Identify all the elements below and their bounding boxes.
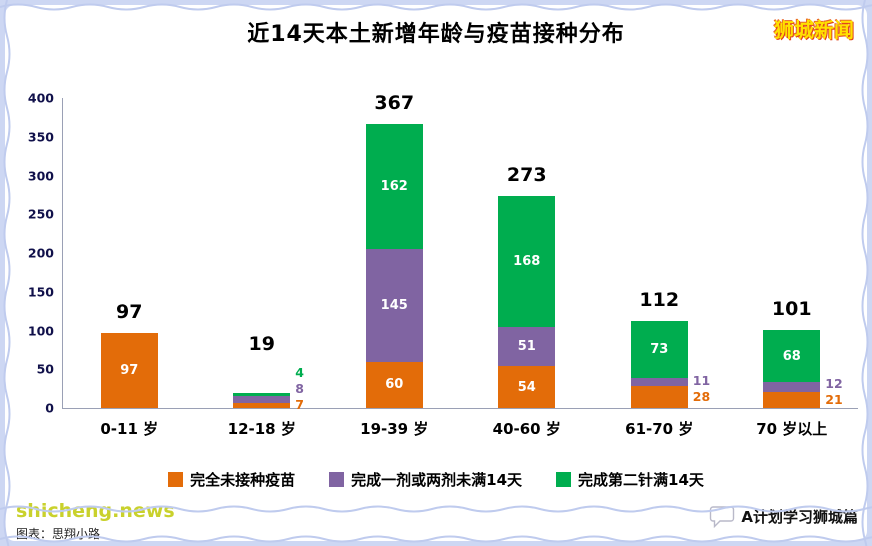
- chart-title: 近14天本土新增年龄与疫苗接种分布: [247, 22, 625, 47]
- bar-total-label: 273: [506, 164, 547, 187]
- bar-segment: [630, 386, 688, 408]
- stacked-bar: 54 51 168 273: [498, 164, 556, 408]
- bar-segment: 168: [498, 196, 556, 327]
- y-tick-150: 150: [27, 284, 54, 300]
- stacked-bar: 7 8 4 19: [233, 333, 304, 412]
- page-background: [5, 5, 867, 541]
- x-axis-label: 12-18 岁: [227, 420, 296, 438]
- bar-segment: 60: [365, 361, 423, 408]
- x-axis-label: 0-11 岁: [100, 420, 159, 438]
- bar-segment: 73: [630, 321, 688, 378]
- bar-segment: 162: [365, 123, 423, 250]
- segment-value-label: 162: [380, 178, 408, 194]
- plot-area: 97 97 0-11 岁 7 8 4 19 12-18 岁 60 145 162 367 19-39 岁…: [62, 92, 859, 438]
- segment-value-label: 60: [385, 377, 404, 393]
- bar-segment: 51: [498, 326, 556, 367]
- x-axis-label: 61-70 岁: [625, 420, 694, 438]
- stacked-bar: 73 28 11 112: [630, 289, 710, 408]
- segment-value-label-outside: 8: [295, 381, 304, 397]
- bar-segment: [763, 382, 821, 392]
- x-axis-label: 40-60 岁: [492, 420, 561, 438]
- legend-label: 完全未接种疫苗: [190, 471, 296, 489]
- segment-value-label: 168: [513, 254, 541, 270]
- segment-value-label-outside: 28: [692, 389, 711, 405]
- legend-swatch: [556, 472, 572, 487]
- segment-value-label-outside: 4: [295, 365, 304, 381]
- category-column-3: 54 51 168 273 40-60 岁: [461, 98, 594, 438]
- footer-right: A计划学习狮城篇: [709, 505, 858, 528]
- bar-segment: [233, 402, 291, 408]
- segment-value-label: 97: [120, 362, 139, 378]
- y-tick-50: 50: [36, 361, 54, 377]
- segment-value-label: 145: [380, 297, 408, 313]
- bar-segment: 97: [100, 332, 158, 408]
- chat-bubble-icon: [710, 506, 735, 528]
- chart-credit: 图表：思翔小路: [16, 527, 101, 541]
- site-watermark: shicheng.news: [16, 500, 175, 522]
- segment-value-label: 68: [782, 348, 801, 364]
- legend-label: 完成第二针满14天: [578, 471, 704, 489]
- segment-value-label-outside: 21: [825, 391, 843, 407]
- y-tick-200: 200: [27, 245, 54, 261]
- segment-value-label: 54: [517, 379, 536, 395]
- footer-left: shicheng.news 图表：思翔小路: [16, 500, 175, 542]
- bar-total-label: 19: [248, 333, 275, 356]
- channel-name: A计划学习狮城篇: [741, 508, 858, 526]
- segment-value-label: 51: [517, 338, 536, 354]
- category-column-2: 60 145 162 367 19-39 岁: [328, 92, 461, 438]
- x-axis-label: 19-39 岁: [360, 420, 429, 438]
- bar-total-label: 367: [374, 91, 415, 114]
- bar-segment: 54: [498, 366, 556, 408]
- category-column-5: 68 21 12 101 70 岁以上: [726, 98, 859, 438]
- legend-label: 完成一剂或两剂未满14天: [351, 471, 523, 489]
- bar-total-label: 112: [639, 289, 680, 312]
- segment-value-label-outside: 11: [692, 373, 711, 389]
- y-tick-100: 100: [27, 323, 54, 338]
- legend-item-1: 完成一剂或两剂未满14天: [329, 469, 522, 490]
- stacked-bar: 68 21 12 101: [763, 298, 843, 408]
- bar-segment: [630, 377, 688, 387]
- stacked-bar: 60 145 162 367: [365, 92, 423, 408]
- legend-item-2: 完成第二针满14天: [556, 469, 704, 490]
- bar-segment: 68: [763, 329, 821, 383]
- bar-segment: [233, 396, 291, 403]
- bar-segment: 145: [365, 249, 423, 362]
- bar-segment: [763, 391, 821, 408]
- bar-segment: [233, 393, 291, 397]
- y-axis: 0 50 100 150 200 250 300 350 400: [14, 91, 62, 416]
- category-column-4: 73 28 11 112 61-70 岁: [593, 98, 726, 438]
- segment-value-label: 73: [650, 342, 669, 358]
- y-tick-300: 300: [27, 168, 54, 183]
- legend-swatch: [168, 472, 184, 487]
- y-tick-250: 250: [27, 206, 54, 222]
- legend-swatch: [329, 472, 345, 487]
- category-column-1: 7 8 4 19 12-18 岁: [196, 98, 329, 438]
- segment-value-label-outside: 12: [825, 375, 843, 391]
- bar-total-label: 101: [771, 297, 812, 320]
- x-axis-label: 70 岁以上: [756, 420, 828, 438]
- legend-item-0: 完全未接种疫苗: [168, 469, 295, 490]
- shicheng-news-watermark: 狮城新闻: [774, 18, 854, 42]
- y-tick-350: 350: [27, 129, 54, 145]
- category-column-0: 97 97 0-11 岁: [63, 98, 196, 438]
- segment-value-label-outside: 7: [295, 397, 304, 413]
- bar-total-label: 97: [116, 300, 143, 323]
- legend: 完全未接种疫苗 完成一剂或两剂未满14天 完成第二针满14天: [0, 469, 872, 490]
- y-tick-400: 400: [27, 90, 54, 106]
- stacked-bar: 97 97: [100, 301, 158, 408]
- y-tick-0: 0: [45, 400, 54, 416]
- stacked-bar-chart: 0 50 100 150 200 250 300 350 400 97 97 0-11 岁 7 8 4 19…: [14, 91, 859, 438]
